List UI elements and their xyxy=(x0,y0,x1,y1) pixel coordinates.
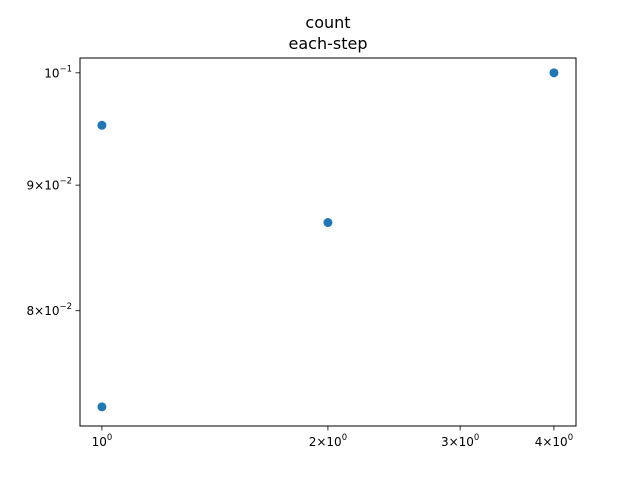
y-tick-label: 10−1 xyxy=(44,64,72,80)
chart-subtitle: each-step xyxy=(289,34,368,53)
x-tick-label: 3×100 xyxy=(441,433,479,449)
x-tick-label: 100 xyxy=(92,433,113,449)
y-tick-label: 9×10−2 xyxy=(27,177,73,193)
data-point xyxy=(97,402,107,412)
data-point xyxy=(97,120,107,130)
axis-ticks: 100 2×100 3×100 4×100 10−1 9×10−2 8×10−2 xyxy=(27,64,574,449)
data-point xyxy=(549,68,559,78)
y-tick-label: 8×10−2 xyxy=(27,302,73,318)
x-tick-label: 4×100 xyxy=(535,433,573,449)
data-point xyxy=(323,218,333,228)
data-points xyxy=(97,68,559,412)
plot-frame xyxy=(79,57,577,427)
x-tick-label: 2×100 xyxy=(309,433,347,449)
chart-title: count xyxy=(305,13,350,32)
